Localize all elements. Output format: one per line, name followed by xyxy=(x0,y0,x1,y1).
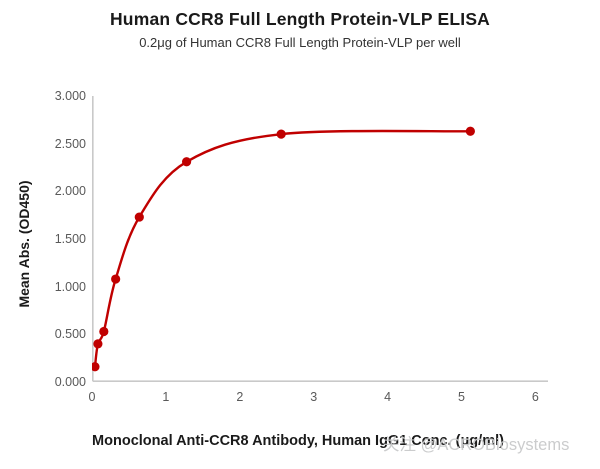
y-tick-label: 3.000 xyxy=(54,89,86,103)
chart-title: Human CCR8 Full Length Protein-VLP ELISA xyxy=(109,9,491,29)
data-point-marker xyxy=(181,157,192,167)
elisa-dose-response-plot xyxy=(92,96,548,382)
chart-subtitle: 0.2μg of Human CCR8 Full Length Protein-… xyxy=(139,35,461,50)
data-point-marker xyxy=(93,339,103,349)
x-tick-label: 3 xyxy=(310,390,318,404)
y-tick-label: 2.500 xyxy=(54,136,86,151)
y-tick-label: 2.000 xyxy=(54,184,86,199)
x-tick-label: 2 xyxy=(236,390,244,404)
x-tick-label: 6 xyxy=(531,390,539,404)
x-tick-label: 1 xyxy=(162,390,170,404)
data-point-marker xyxy=(276,129,286,139)
x-axis-title: Monoclonal Anti-CCR8 Antibody, Human IgG… xyxy=(92,433,504,449)
data-point-marker xyxy=(465,126,475,136)
y-axis-tick-labels: 3.000 2.500 2.000 1.500 1.000 0.500 0.000 xyxy=(30,0,86,469)
data-point-marker xyxy=(111,274,121,284)
y-tick-label: 1.000 xyxy=(54,279,86,294)
y-tick-label: 0.500 xyxy=(54,327,86,342)
y-tick-label: 0.000 xyxy=(54,375,86,389)
y-tick-label: 1.500 xyxy=(54,232,86,246)
x-tick-label: 5 xyxy=(458,390,465,404)
x-tick-label: 0 xyxy=(88,390,96,404)
x-tick-label: 4 xyxy=(384,390,392,404)
data-point-marker xyxy=(134,212,144,222)
data-point-marker xyxy=(99,326,109,337)
watermark-text: 关注 @ACROBiosystems xyxy=(383,436,570,454)
data-point-marker xyxy=(92,362,100,372)
